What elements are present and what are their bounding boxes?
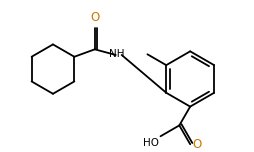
Text: O: O — [192, 138, 201, 151]
Text: O: O — [90, 11, 99, 24]
Text: HO: HO — [142, 138, 158, 148]
Text: NH: NH — [109, 49, 124, 59]
